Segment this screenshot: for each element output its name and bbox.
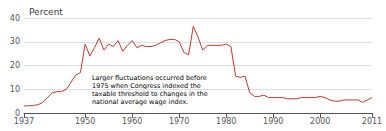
svg-text:1990: 1990 <box>263 117 283 126</box>
svg-text:1960: 1960 <box>122 117 142 126</box>
svg-text:national average wage index.: national average wage index. <box>92 98 188 106</box>
svg-text:2011: 2011 <box>362 117 382 126</box>
svg-text:Larger fluctuations occurred b: Larger fluctuations occurred before <box>92 74 207 82</box>
svg-text:30: 30 <box>10 37 20 46</box>
svg-text:taxable threshold to changes i: taxable threshold to changes in the <box>92 90 208 98</box>
svg-text:10: 10 <box>10 85 20 94</box>
svg-text:1980: 1980 <box>216 117 236 126</box>
svg-text:20: 20 <box>10 61 20 70</box>
svg-text:2000: 2000 <box>310 117 330 126</box>
svg-text:1970: 1970 <box>169 117 189 126</box>
svg-text:1950: 1950 <box>75 117 95 126</box>
svg-text:0: 0 <box>14 108 20 118</box>
svg-text:1937: 1937 <box>14 117 34 126</box>
svg-text:Percent: Percent <box>29 7 63 17</box>
svg-text:40: 40 <box>10 14 20 23</box>
svg-text:1975 when Congress indexed the: 1975 when Congress indexed the <box>92 82 201 90</box>
